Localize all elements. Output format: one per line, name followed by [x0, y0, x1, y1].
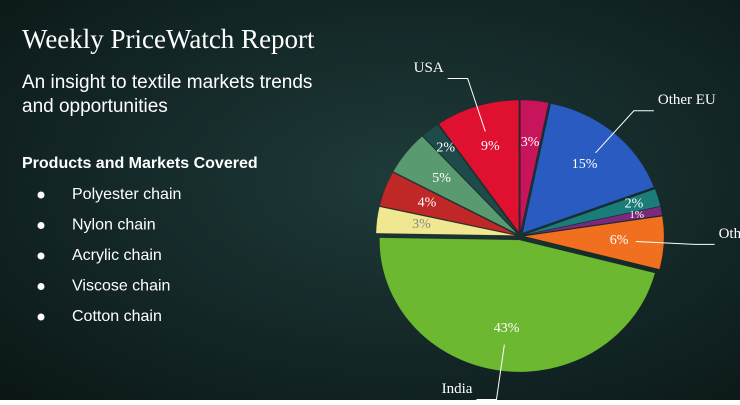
slice-category-label: Other EU [658, 92, 716, 108]
slice-value-label: 6% [610, 233, 629, 248]
slice-value-label: 1% [629, 209, 644, 221]
pie-chart: 3%15%Other EU2%1%6%Other Asia43%India3%4… [375, 60, 740, 401]
slice-category-label: Other Asia [719, 226, 740, 242]
slice-value-label: 3% [412, 217, 431, 232]
pie-slice [392, 136, 518, 234]
product-item: Polyester chain [72, 186, 181, 203]
pie-slice [520, 99, 549, 233]
slice-value-label: 15% [572, 157, 598, 172]
product-item: Nylon chain [72, 217, 156, 234]
product-item: Acrylic chain [72, 247, 162, 264]
bullet-list: Polyester chain Nylon chain Acrylic chain V… [37, 186, 181, 325]
pie-slice [523, 188, 661, 236]
bullet [37, 252, 45, 260]
callout-line [595, 110, 654, 154]
pie-slice [379, 172, 517, 235]
slice-value-label: 3% [521, 135, 540, 150]
bullet [37, 313, 45, 321]
bullet [37, 191, 45, 199]
callout-line [447, 78, 486, 132]
pie-slice [422, 124, 518, 234]
bullet [37, 283, 45, 290]
slice-value-label: 9% [481, 139, 500, 154]
product-item: Cotton chain [72, 308, 162, 325]
bullet [37, 222, 45, 229]
slice-category-label: USA [414, 60, 444, 76]
title: Weekly PriceWatch Report [22, 24, 315, 54]
subtitle: An insight to textile markets trends [22, 72, 312, 93]
slice-value-label: 43% [494, 321, 520, 336]
pie-slice [523, 206, 663, 236]
slice-value-label: 5% [432, 171, 451, 186]
product-item: Viscose chain [72, 278, 170, 295]
slice-category-label: India [442, 381, 473, 397]
subtitle: and opportunities [22, 96, 168, 117]
slice-value-label: 2% [436, 141, 455, 156]
slice-value-label: 4% [418, 196, 437, 211]
pie-slice [375, 206, 517, 236]
callout-line [635, 241, 715, 245]
slice-value-label: 2% [625, 196, 644, 211]
section-heading: Products and Markets Covered [22, 155, 258, 172]
